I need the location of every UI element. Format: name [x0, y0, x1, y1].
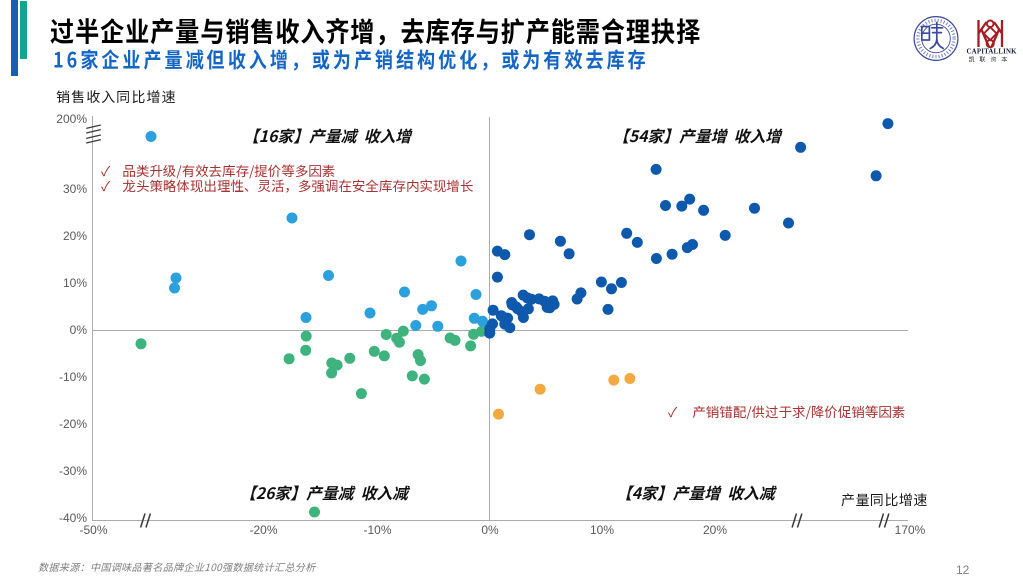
svg-text:凯联资本: 凯联资本: [969, 55, 1013, 64]
svg-text:CAPITALLINK: CAPITALLINK: [967, 49, 1018, 56]
